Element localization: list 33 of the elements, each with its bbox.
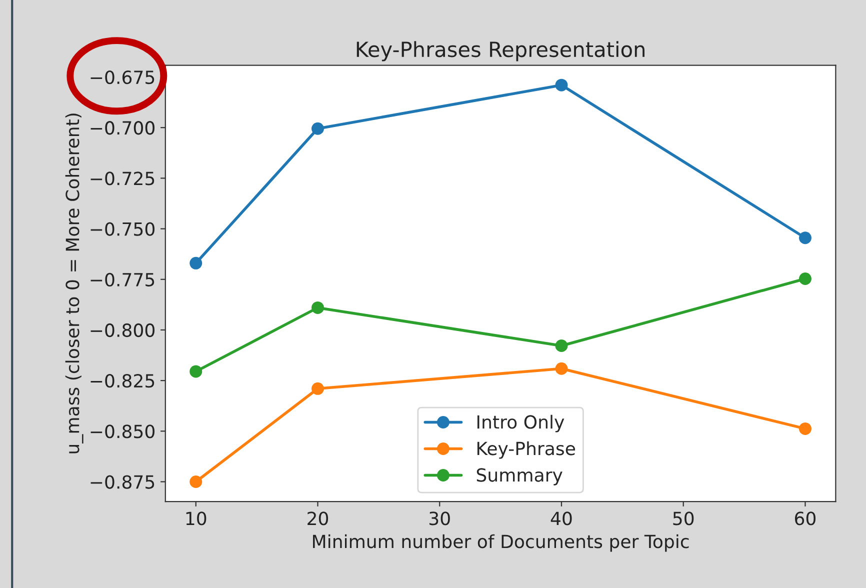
y-tick-label: −0.700 <box>90 121 154 135</box>
point <box>555 78 568 92</box>
point <box>190 256 202 270</box>
y-tick-label: −0.750 <box>90 222 154 236</box>
legend-label: Summary <box>476 468 562 486</box>
x-tick-label: 40 <box>550 512 572 526</box>
y-tick-label: −0.850 <box>90 424 154 438</box>
point <box>555 339 568 352</box>
point <box>311 301 324 314</box>
point <box>311 122 324 135</box>
point <box>190 365 202 378</box>
legend-label: Key-Phrase <box>477 441 575 459</box>
y-tick-label: −0.825 <box>90 374 154 388</box>
y-axis-title: u_mass (closer to 0 = More Coherent) <box>65 114 84 454</box>
y-tick-label: −0.775 <box>90 272 154 286</box>
x-tick-label: 20 <box>308 512 328 526</box>
chart-title: Key-Phrases Representation <box>356 41 644 62</box>
point <box>190 475 202 488</box>
point <box>555 362 568 375</box>
y-tick-label: −0.675 <box>90 70 154 84</box>
legend-label: Intro Only <box>477 414 564 432</box>
point <box>798 422 812 435</box>
x-axis-title: Minimum number of Documents per Topic <box>313 534 689 552</box>
point <box>798 272 812 286</box>
point <box>798 232 812 244</box>
y-tick-label: −0.725 <box>90 172 154 186</box>
x-tick-label: 30 <box>430 512 450 526</box>
y-tick-label: −0.875 <box>90 475 154 489</box>
x-tick-label: 50 <box>673 512 694 526</box>
x-tick-label: 10 <box>186 512 206 526</box>
y-tick-label: −0.800 <box>90 323 154 338</box>
point <box>311 382 324 395</box>
x-tick-label: 60 <box>794 512 816 526</box>
